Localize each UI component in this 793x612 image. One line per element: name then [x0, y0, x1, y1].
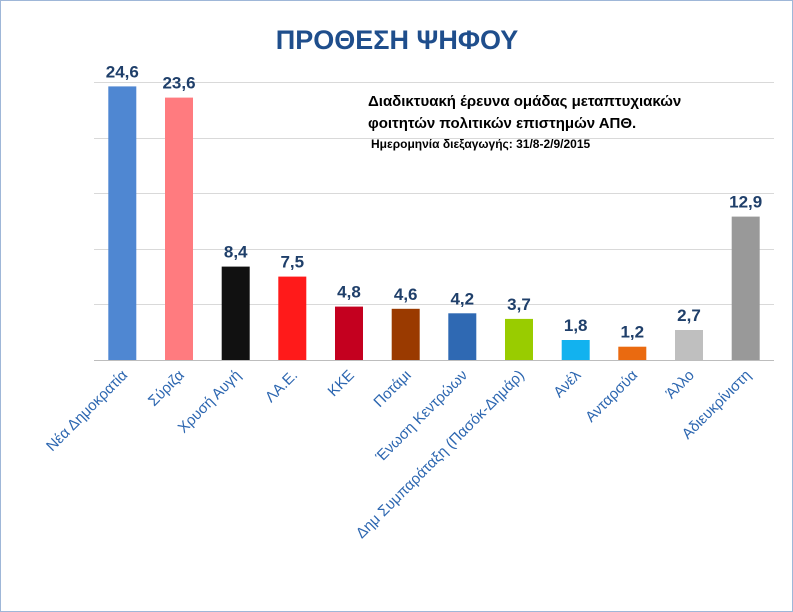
bar: [505, 318, 533, 360]
bar: [165, 97, 193, 360]
value-label: 4,6: [394, 285, 418, 304]
category-label: Ανέλ: [550, 366, 585, 401]
value-label: 23,6: [162, 74, 195, 93]
value-label: 12,9: [729, 193, 762, 212]
category-label: Νέα Δημοκρατία: [43, 367, 131, 455]
bar: [391, 308, 420, 360]
bar: [278, 276, 307, 360]
category-label: Ανταρσύα: [582, 367, 641, 426]
value-labels: 24,6 23,6 8,4 7,5 4,8 4,6 4,2 3,7 1,8 1,2 2,7 12,9: [106, 62, 762, 341]
category-label: Ποτάμι: [370, 367, 414, 411]
value-label: 1,8: [564, 316, 588, 335]
value-label: 4,2: [450, 289, 474, 308]
chart-title: ΠΡΟΘΕΣΗ ΨΗΦΟΥ: [276, 25, 519, 55]
category-label: ΛΑ.Ε.: [262, 367, 301, 406]
category-label: Άλλο: [662, 367, 697, 402]
bars: [108, 86, 760, 361]
bar: [618, 346, 647, 360]
bar: [731, 216, 760, 360]
bar: [221, 266, 250, 360]
subtitle-date: Ημερομηνία διεξαγωγής: 31/8-2/9/2015: [371, 137, 591, 151]
subtitle-line-2: φοιτητών πολιτικών επιστημών ΑΠΘ.: [368, 115, 636, 132]
value-label: 4,8: [337, 283, 361, 302]
value-label: 2,7: [677, 306, 701, 325]
value-label: 7,5: [280, 253, 304, 272]
bar: [561, 340, 590, 360]
value-label: 24,6: [106, 62, 139, 81]
value-label: 3,7: [507, 295, 531, 314]
bar: [335, 306, 363, 360]
value-label: 1,2: [620, 323, 644, 342]
category-label: Σύριζα: [145, 367, 188, 410]
bar: [108, 86, 137, 361]
bar: [675, 330, 703, 360]
subtitle-line-1: Διαδικτυακή έρευνα ομάδας μεταπτυχιακών: [368, 93, 681, 110]
gridlines: [94, 82, 774, 361]
bar: [448, 313, 477, 360]
category-label: ΚΚΕ: [325, 367, 358, 400]
value-label: 8,4: [224, 243, 248, 262]
